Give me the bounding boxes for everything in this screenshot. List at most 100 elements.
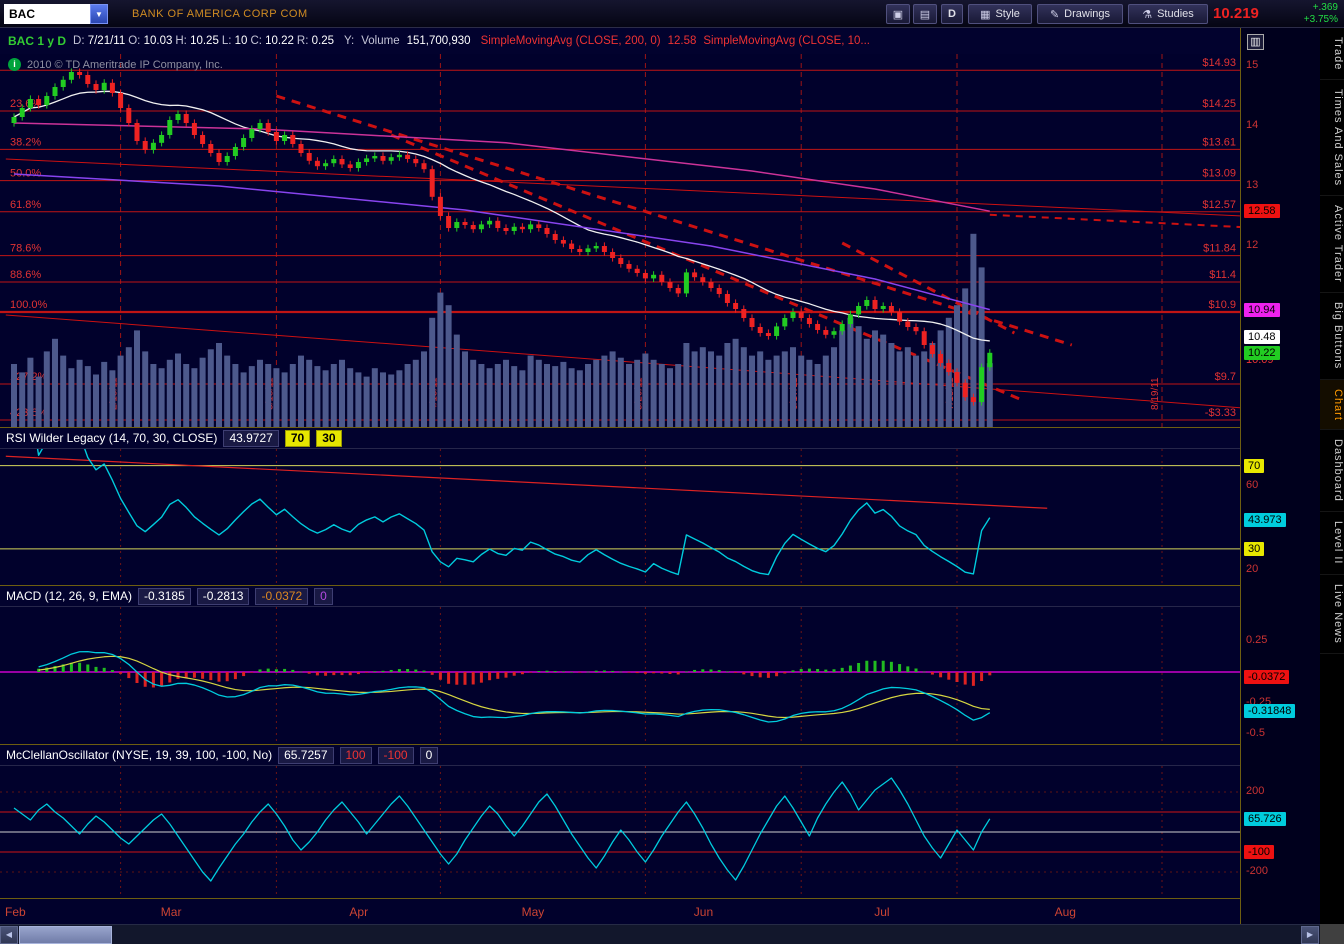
axis-price-badge: -0.0372 [1244, 669, 1290, 684]
svg-text:$10.9: $10.9 [1208, 299, 1236, 311]
scroll-right-button[interactable]: ▶ [1301, 926, 1319, 944]
mcclellan-chart-pane[interactable] [0, 766, 1240, 898]
macd-chart-pane[interactable] [0, 607, 1240, 744]
sidebar-tab-level-ii[interactable]: Level II [1320, 512, 1344, 575]
mcclellan-extra-boxes: 100 -100 0 [339, 746, 439, 764]
axis-label: 13 [1246, 179, 1259, 191]
symbol-input[interactable]: BAC [4, 4, 90, 24]
drawings-label: Drawings [1064, 8, 1111, 20]
svg-text:61.8%: 61.8% [10, 199, 41, 211]
sma200-value: 12.58 [667, 35, 697, 47]
flask-icon: ⚗ [1142, 8, 1153, 21]
axis-label: 60 [1246, 479, 1259, 492]
rsi-oversold-box: 30 [316, 429, 342, 447]
ohlc-field-label: R: [296, 35, 312, 47]
svg-text:88.6%: 88.6% [10, 269, 41, 281]
rsi-chart-pane[interactable] [0, 449, 1240, 585]
ohlc-field-value: 10.25 [190, 35, 219, 47]
ohlc-field-label: O: [128, 35, 144, 47]
macd-value-boxes: -0.3185 -0.2813 -0.0372 0 [138, 587, 333, 605]
sidebar-tab-trade[interactable]: Trade [1320, 28, 1344, 81]
sma2-study-label: SimpleMovingAvg (CLOSE, 10... [703, 35, 871, 47]
scroll-left-button[interactable]: ◀ [0, 926, 18, 944]
axis-price-badge: -100 [1244, 845, 1275, 859]
grid-icon-button[interactable]: ▤ [913, 4, 937, 24]
symbol-dropdown-button[interactable]: ▼ [90, 4, 108, 24]
studies-label: Studies [1157, 8, 1194, 20]
svg-text:$9.7: $9.7 [1215, 371, 1236, 383]
time-axis[interactable]: Feb Mar Apr May Jun Jul Aug [0, 898, 1240, 924]
axis-price-badge: 10.94 [1244, 302, 1280, 317]
macd-value-box: -0.2813 [196, 587, 250, 605]
month-label: Jun [693, 905, 714, 919]
price-chart-pane[interactable]: i 2010 © TD Ameritrade IP Company, Inc. … [0, 54, 1240, 427]
axis-label: -200 [1246, 865, 1269, 877]
copyright-text: 2010 © TD Ameritrade IP Company, Inc. [27, 58, 223, 71]
month-label: Aug [1054, 905, 1076, 919]
change-value: +.369 [1312, 2, 1338, 13]
svg-text:78.6%: 78.6% [10, 243, 41, 255]
rsi-title[interactable]: RSI Wilder Legacy (14, 70, 30, CLOSE) [6, 431, 218, 445]
axis-price-badge: 70 [1244, 458, 1265, 473]
price-axis[interactable]: ▥ 1514131210.0912.5810.9410.4810.2260207… [1240, 28, 1320, 924]
axis-price-badge: 30 [1244, 541, 1265, 556]
svg-text:$12.57: $12.57 [1202, 199, 1236, 211]
change-percent: +3.75% [1303, 14, 1338, 25]
mcclellan-title[interactable]: McClellanOscillator (NYSE, 19, 39, 100, … [6, 748, 273, 762]
ohlc-field-label: H: [175, 35, 191, 47]
snapshot-icon-button[interactable]: ▣ [886, 4, 910, 24]
mcclellan-header: McClellanOscillator (NYSE, 19, 39, 100, … [0, 744, 1240, 766]
chart-panel-icon[interactable]: ▥ [1247, 34, 1264, 50]
svg-text:23.6%: 23.6% [10, 98, 41, 110]
svg-text:$13.61: $13.61 [1202, 136, 1236, 148]
axis-label: -0.5 [1246, 727, 1265, 739]
svg-text:50.0%: 50.0% [10, 168, 41, 180]
axis-label: 14 [1246, 119, 1259, 131]
style-button[interactable]: ▦ Style [968, 4, 1032, 24]
sidebar-tab-dashboard[interactable]: Dashboard [1320, 430, 1344, 513]
ohlc-fields: D: 7/21/11 O: 10.03 H: 10.25 L: 10 C: 10.22 R… [73, 35, 337, 47]
mcclellan-param-box: 0 [419, 746, 439, 764]
horizontal-scrollbar[interactable]: ◀ ▶ [0, 924, 1320, 944]
svg-text:$14.93: $14.93 [1202, 57, 1236, 69]
axis-label: 0.25 [1246, 634, 1268, 646]
sidebar-tab-big-buttons[interactable]: Big Buttons [1320, 293, 1344, 380]
svg-text:$13.09: $13.09 [1202, 168, 1236, 180]
timeframe-button[interactable]: D [941, 4, 963, 24]
volume-value: 151,700,930 [406, 35, 471, 47]
grid-icon: ▤ [919, 8, 931, 21]
drawings-button[interactable]: ✎ Drawings [1037, 4, 1123, 24]
company-name: BANK OF AMERICA CORP COM [132, 8, 308, 20]
studies-button[interactable]: ⚗ Studies [1128, 4, 1208, 24]
gadget-sidebar: Trade Times And Sales Active Trader Big But… [1320, 28, 1344, 924]
macd-header: MACD (12, 26, 9, EMA) -0.3185 -0.2813 -0.0… [0, 585, 1240, 607]
sidebar-tab-live-news[interactable]: Live News [1320, 574, 1344, 654]
axis-label: 12 [1246, 239, 1259, 251]
sidebar-tab-times-and-sales[interactable]: Times And Sales [1320, 80, 1344, 197]
ohlc-field-value: 10.22 [265, 35, 294, 47]
info-icon[interactable]: i [8, 58, 21, 71]
month-label: Jul [874, 905, 890, 919]
sidebar-tab-active-trader[interactable]: Active Trader [1320, 196, 1344, 294]
axis-label: 15 [1246, 59, 1259, 71]
axis-price-badge: 12.58 [1244, 204, 1280, 219]
month-label: May [521, 905, 545, 919]
svg-text:8/19/11: 8/19/11 [1150, 377, 1161, 410]
mcclellan-param-box: 100 [339, 746, 372, 764]
ohlc-field-label: D: [73, 35, 88, 47]
macd-value-box: -0.3185 [138, 587, 191, 605]
svg-text:100.0%: 100.0% [10, 299, 48, 311]
svg-text:$14.25: $14.25 [1202, 98, 1236, 110]
macd-title[interactable]: MACD (12, 26, 9, EMA) [6, 589, 133, 603]
axis-price-badge: 43.973 [1244, 512, 1286, 527]
axis-price-badge: 65.726 [1244, 811, 1286, 826]
ohlc-field-value: 10.03 [143, 35, 173, 47]
style-icon: ▦ [980, 8, 991, 21]
style-label: Style [995, 8, 1020, 20]
scrollbar-thumb[interactable] [19, 926, 112, 944]
ohlc-field-value: 0.25 [311, 35, 335, 47]
axis-price-badge: -0.31848 [1244, 704, 1296, 719]
sidebar-tab-chart[interactable]: Chart [1320, 379, 1344, 431]
rsi-value-box: 43.9727 [223, 429, 279, 447]
volume-label: Volume [361, 35, 400, 47]
